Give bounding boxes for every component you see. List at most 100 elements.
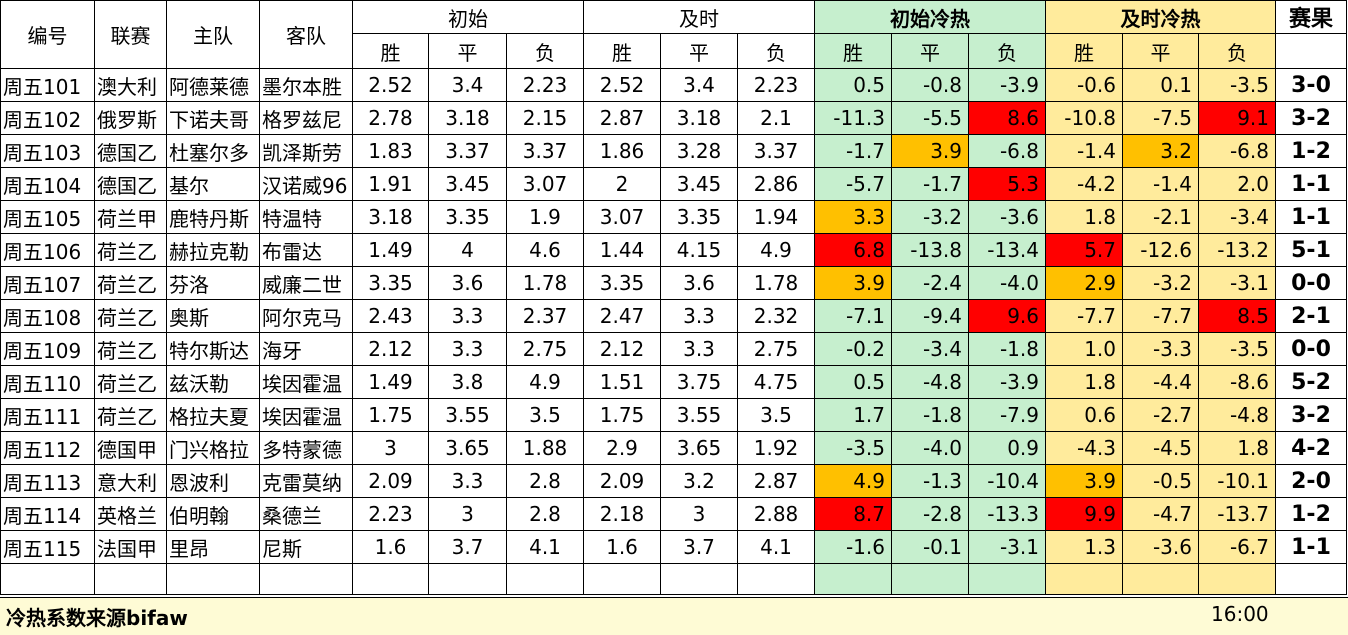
initial-odds-win: 1.75	[352, 398, 429, 432]
table-row: 周五111 荷兰乙 格拉夫夏 埃因霍温 1.75 3.55 3.5 1.75 3.55 3.5 1.…	[0, 398, 1347, 432]
initial-heat-draw: -5.5	[891, 101, 969, 135]
live-odds-win: 2.52	[583, 68, 661, 102]
live-odds-win: 2.87	[583, 101, 661, 135]
initial-heat-loss: 0.9	[968, 431, 1046, 465]
initial-heat-win: 4.9	[814, 464, 892, 498]
initial-odds-win: 3.18	[352, 200, 429, 234]
match-result: 2-1	[1275, 299, 1347, 333]
initial-heat-loss: -3.9	[968, 68, 1046, 102]
initial-odds-win: 1.83	[352, 134, 429, 168]
live-heat-loss: 9.1	[1198, 101, 1276, 135]
live-odds-draw: 3.18	[660, 101, 738, 135]
live-heat-win: 1.8	[1045, 365, 1123, 399]
live-heat-loss: -3.4	[1198, 200, 1276, 234]
match-id: 周五106	[0, 233, 95, 267]
live-odds-win: 1.86	[583, 134, 661, 168]
match-id: 周五115	[0, 530, 95, 564]
live-heat-draw: -12.6	[1122, 233, 1199, 267]
header-lheat-win: 胜	[1045, 33, 1123, 69]
empty-cell	[968, 563, 1046, 595]
initial-heat-win: -1.7	[814, 134, 892, 168]
live-odds-win: 3.07	[583, 200, 661, 234]
table-row: 周五108 荷兰乙 奥斯 阿尔克马 2.43 3.3 2.37 2.47 3.3 2.32 -7.1…	[0, 299, 1347, 333]
live-heat-draw: -4.5	[1122, 431, 1199, 465]
initial-odds-win: 1.91	[352, 167, 429, 201]
league: 澳大利	[94, 68, 167, 102]
empty-cell	[428, 563, 507, 595]
empty-cell	[737, 563, 815, 595]
initial-heat-draw: -2.4	[891, 266, 969, 300]
initial-odds-win: 2.43	[352, 299, 429, 333]
table-row: 周五103 德国乙 杜塞尔多 凯泽斯劳 1.83 3.37 3.37 1.86 3.28 3.37…	[0, 134, 1347, 168]
header-live-heat: 及时冷热	[1045, 0, 1276, 34]
live-odds-win: 1.75	[583, 398, 661, 432]
initial-odds-win: 2.12	[352, 332, 429, 366]
initial-odds-loss: 4.1	[506, 530, 584, 564]
league: 意大利	[94, 464, 167, 498]
initial-odds-loss: 2.23	[506, 68, 584, 102]
match-result: 1-1	[1275, 200, 1347, 234]
live-odds-win: 2.9	[583, 431, 661, 465]
home-team: 兹沃勒	[166, 365, 260, 399]
header-lheat-draw: 平	[1122, 33, 1199, 69]
initial-odds-loss: 2.37	[506, 299, 584, 333]
initial-odds-draw: 3	[428, 497, 507, 531]
initial-heat-loss: -10.4	[968, 464, 1046, 498]
live-odds-draw: 3.7	[660, 530, 738, 564]
live-odds-loss: 3.37	[737, 134, 815, 168]
away-team: 桑德兰	[259, 497, 353, 531]
league: 荷兰乙	[94, 299, 167, 333]
initial-heat-loss: -3.1	[968, 530, 1046, 564]
match-result: 4-2	[1275, 431, 1347, 465]
home-team: 鹿特丹斯	[166, 200, 260, 234]
live-heat-win: -10.8	[1045, 101, 1123, 135]
initial-heat-draw: -1.3	[891, 464, 969, 498]
match-result: 0-0	[1275, 266, 1347, 300]
initial-odds-draw: 3.65	[428, 431, 507, 465]
live-heat-draw: -1.4	[1122, 167, 1199, 201]
initial-heat-win: 3.9	[814, 266, 892, 300]
header-league: 联赛	[94, 0, 167, 69]
league: 荷兰乙	[94, 398, 167, 432]
live-odds-loss: 2.32	[737, 299, 815, 333]
live-odds-loss: 4.9	[737, 233, 815, 267]
initial-odds-loss: 3.37	[506, 134, 584, 168]
empty-cell	[891, 563, 969, 595]
away-team: 埃因霍温	[259, 398, 353, 432]
live-odds-win: 1.44	[583, 233, 661, 267]
live-heat-draw: 0.1	[1122, 68, 1199, 102]
live-heat-loss: 2.0	[1198, 167, 1276, 201]
live-heat-draw: -4.4	[1122, 365, 1199, 399]
initial-heat-draw: -3.4	[891, 332, 969, 366]
away-team: 墨尔本胜	[259, 68, 353, 102]
live-heat-loss: 1.8	[1198, 431, 1276, 465]
live-odds-draw: 3.4	[660, 68, 738, 102]
table-row: 周五113 意大利 恩波利 克雷莫纳 2.09 3.3 2.8 2.09 3.2 2.87 4.9-…	[0, 464, 1347, 498]
match-id: 周五107	[0, 266, 95, 300]
home-team: 格拉夫夏	[166, 398, 260, 432]
live-heat-loss: -13.7	[1198, 497, 1276, 531]
header-iheat-win: 胜	[814, 33, 892, 69]
initial-odds-loss: 3.5	[506, 398, 584, 432]
match-id: 周五109	[0, 332, 95, 366]
initial-odds-win: 3.35	[352, 266, 429, 300]
table-row: 周五107 荷兰乙 芬洛 威廉二世 3.35 3.6 1.78 3.35 3.6 1.78 3.9-…	[0, 266, 1347, 300]
source-note: 冷热系数来源bifaw	[6, 606, 188, 630]
initial-odds-win: 2.23	[352, 497, 429, 531]
live-heat-loss: -3.5	[1198, 332, 1276, 366]
match-id: 周五104	[0, 167, 95, 201]
header-home: 主队	[166, 0, 260, 69]
header-live-win: 胜	[583, 33, 661, 69]
live-heat-draw: 3.2	[1122, 134, 1199, 168]
match-id: 周五102	[0, 101, 95, 135]
live-heat-draw: -3.6	[1122, 530, 1199, 564]
league: 英格兰	[94, 497, 167, 531]
away-team: 阿尔克马	[259, 299, 353, 333]
header-iheat-loss: 负	[968, 33, 1046, 69]
initial-heat-loss: -6.8	[968, 134, 1046, 168]
league: 俄罗斯	[94, 101, 167, 135]
match-id: 周五105	[0, 200, 95, 234]
live-heat-win: -0.6	[1045, 68, 1123, 102]
live-heat-draw: -7.5	[1122, 101, 1199, 135]
live-heat-win: -1.4	[1045, 134, 1123, 168]
